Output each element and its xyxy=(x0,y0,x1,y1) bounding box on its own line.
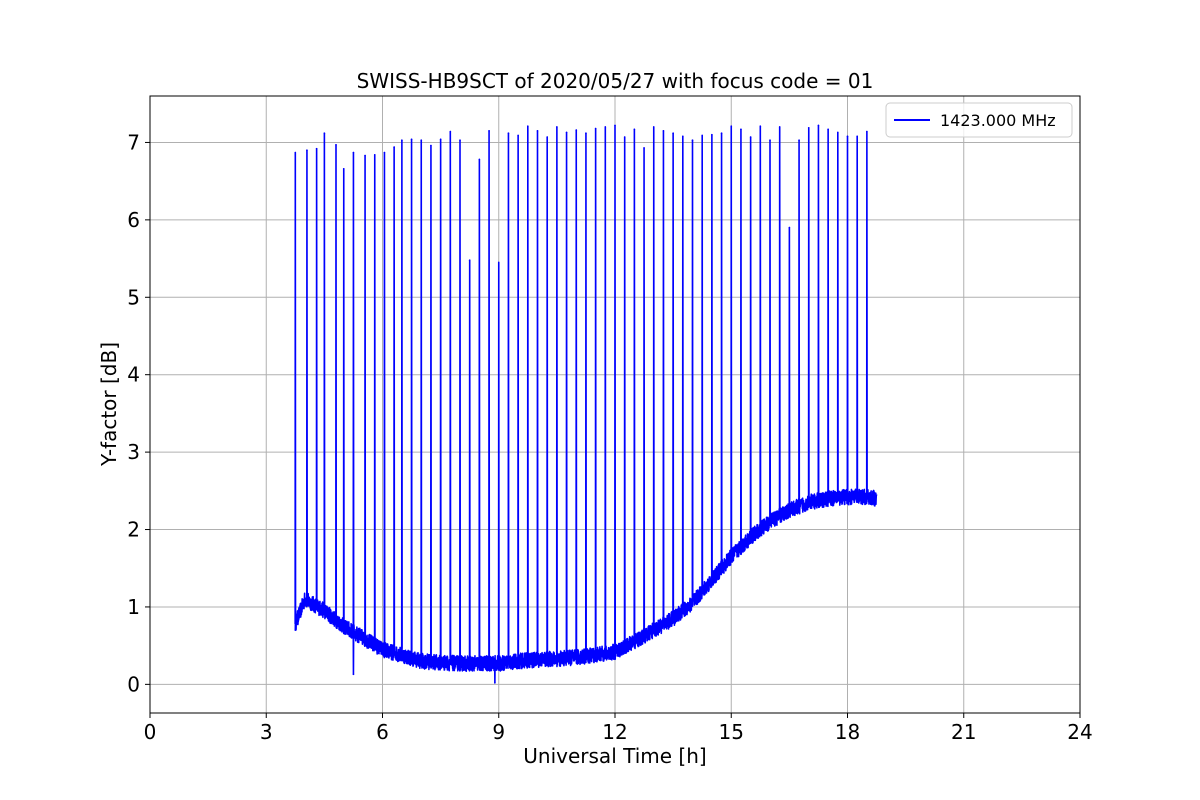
spike-peak-point xyxy=(393,146,395,148)
spike-peak-point xyxy=(730,125,733,127)
legend-box xyxy=(885,102,1073,138)
spike-peak-point xyxy=(430,144,432,147)
spike-peak-point xyxy=(720,132,723,134)
x-tick-label: 15 xyxy=(719,720,744,744)
data-layer xyxy=(294,124,878,684)
spike-peak-point xyxy=(594,127,597,130)
spike-peak-point xyxy=(383,151,386,154)
y-tick-label: 3 xyxy=(127,440,140,464)
spike-peak-point xyxy=(459,139,461,141)
spike-peak-point xyxy=(478,158,481,161)
spike-peak-point xyxy=(866,130,868,133)
spike-peak-point xyxy=(468,259,471,261)
x-axis-label: Universal Time [h] xyxy=(523,744,706,768)
spike-peak-point xyxy=(798,139,800,141)
spike-peak-point xyxy=(662,130,665,132)
spike-peak-point xyxy=(643,147,645,149)
x-tick-label: 18 xyxy=(835,720,860,744)
spike-peak-point xyxy=(856,135,858,138)
dip-point xyxy=(494,682,496,684)
y-tick-label: 0 xyxy=(127,672,140,696)
y-tick-label: 5 xyxy=(127,285,140,309)
spike-peak-point xyxy=(420,139,423,141)
spike-peak-point xyxy=(536,130,539,132)
spike-peak-point xyxy=(401,139,403,141)
spike-peak-point xyxy=(604,126,607,128)
x-tick-label: 24 xyxy=(1067,720,1092,744)
x-tick-label: 0 xyxy=(144,720,157,744)
spike-peak-point xyxy=(672,132,674,134)
series-line xyxy=(294,124,878,684)
x-tick-label: 21 xyxy=(951,720,976,744)
y-tick-label: 6 xyxy=(127,208,140,232)
spike-peak-point xyxy=(652,126,655,128)
spike-peak-point xyxy=(749,136,752,138)
spike-peak-point xyxy=(315,147,318,150)
y-tick-label: 7 xyxy=(127,130,140,154)
spike-peak-point xyxy=(769,139,771,141)
spike-peak-point xyxy=(759,125,762,127)
spike-peak-point xyxy=(488,130,490,132)
spike-peak-point xyxy=(711,133,713,136)
spike-peak-point xyxy=(837,131,839,134)
spike-peak-point xyxy=(527,125,529,127)
spike-peak-point xyxy=(364,154,366,157)
spike-peak-point xyxy=(565,131,568,134)
spike-peak-point xyxy=(788,226,791,229)
spike-peak-point xyxy=(778,126,781,128)
spike-peak-point xyxy=(691,139,694,141)
spike-peak-point xyxy=(817,124,820,127)
spike-peak-point xyxy=(556,126,558,128)
x-tick-label: 3 xyxy=(260,720,273,744)
spike-peak-point xyxy=(294,151,297,154)
x-axis: 0 3 6 9 12 15 18 21 24 xyxy=(144,713,1093,744)
y-tick-label: 1 xyxy=(127,595,140,619)
chart-title: SWISS-HB9SCT of 2020/05/27 with focus co… xyxy=(357,69,874,93)
spike-peak-point xyxy=(682,135,684,138)
spike-peak-point xyxy=(352,151,355,154)
spike-peak-point xyxy=(410,138,413,141)
spike-peak-point xyxy=(306,149,308,151)
spike-peak-point xyxy=(373,154,376,156)
y-tick-label: 4 xyxy=(127,363,140,387)
legend-label: 1423.000 MHz xyxy=(940,111,1056,130)
x-tick-label: 12 xyxy=(602,720,627,744)
y-tick-label: 2 xyxy=(127,518,140,542)
spike-peak-point xyxy=(575,129,578,131)
spike-peak-point xyxy=(614,124,616,127)
spike-peak-point xyxy=(701,134,703,137)
spike-peak-point xyxy=(846,135,849,138)
x-tick-label: 9 xyxy=(492,720,505,744)
spike-peak-point xyxy=(439,138,442,141)
spike-peak-point xyxy=(449,130,452,133)
spike-peak-point xyxy=(585,132,587,134)
spike-peak-point xyxy=(323,132,326,134)
spike-peak-point xyxy=(740,128,742,131)
spike-peak-point xyxy=(517,134,519,137)
spike-peak-point xyxy=(507,132,510,134)
x-tick-label: 6 xyxy=(376,720,389,744)
legend: 1423.000 MHz xyxy=(885,102,1073,138)
y-axis: 0 1 2 3 4 5 6 7 xyxy=(127,130,150,696)
dip-point xyxy=(352,673,355,676)
spike-peak-point xyxy=(633,128,636,131)
spike-peak-point xyxy=(827,128,829,131)
spike-peak-point xyxy=(546,136,548,138)
spike-peak-point xyxy=(807,126,810,129)
spike-peak-point xyxy=(623,136,626,138)
spike-peak-point xyxy=(497,261,500,264)
spike-peak-point xyxy=(342,167,345,170)
spike-peak-point xyxy=(335,143,337,146)
y-axis-label: Y-factor [dB] xyxy=(97,342,121,467)
